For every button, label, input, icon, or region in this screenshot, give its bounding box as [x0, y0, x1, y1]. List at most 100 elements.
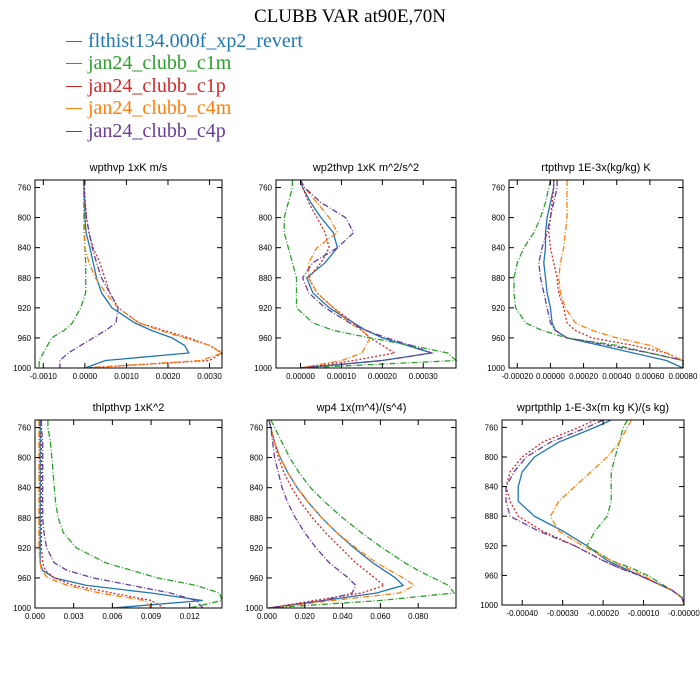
x-tick-label: 0.00080: [669, 372, 698, 381]
legend-swatch: [66, 85, 82, 87]
x-tick-label: -0.00020: [501, 372, 533, 381]
panel-title: thlpthvp 1xK^2: [93, 402, 165, 414]
chart-panel: thlpthvp 1xK^2 0.000 0.003 0.006 0.009 0.012 7…: [13, 402, 223, 621]
y-tick-label: 840: [250, 484, 264, 493]
x-tick-label: 0.012: [180, 612, 201, 621]
chart-panel: wpthvp 1xK m/s -0.0010 0.0000 0.0010 0.0020 0…: [13, 162, 224, 381]
y-tick-label: 800: [18, 454, 32, 463]
plot-frame: [501, 419, 685, 606]
y-tick-label: 760: [18, 424, 32, 433]
x-tick-label: -0.00020: [587, 609, 619, 618]
series-line: [299, 179, 432, 369]
series-line: [268, 419, 357, 609]
series-line: [283, 180, 458, 369]
legend-label: jan24_clubb_c1p: [88, 74, 226, 97]
x-tick-label: 0.0010: [114, 372, 139, 381]
y-tick-label: 880: [250, 514, 264, 523]
y-tick-label: 920: [259, 304, 273, 313]
x-tick-label: -0.0010: [30, 372, 58, 381]
y-tick-label: 1000: [487, 364, 505, 373]
legend: flthist134.000f_xp2_revert jan24_clubb_c…: [66, 30, 303, 143]
y-tick-label: 920: [492, 304, 506, 313]
y-tick-label: 920: [18, 544, 32, 553]
series-line: [47, 420, 223, 609]
y-tick-label: 800: [250, 454, 264, 463]
y-tick-label: 880: [259, 274, 273, 283]
y-tick-label: 1000: [254, 364, 272, 373]
legend-label: jan24_clubb_c4m: [88, 97, 232, 120]
series-line: [548, 180, 684, 368]
series-line: [505, 419, 685, 606]
y-tick-label: 760: [259, 184, 273, 193]
series-line: [82, 180, 224, 369]
series-line: [268, 419, 416, 609]
x-tick-label: 0.00000: [536, 372, 565, 381]
plot-frame: [275, 179, 457, 369]
x-tick-label: 0.00030: [409, 372, 438, 381]
y-tick-label: 920: [250, 544, 264, 553]
series-line: [538, 180, 684, 368]
chart-panel: wp2thvp 1xK m^2/s^2 0.00000 0.00010 0.00020…: [254, 162, 458, 381]
main-title: CLUBB VAR at90E,70N: [254, 6, 446, 27]
series-line: [83, 179, 224, 369]
legend-swatch: [66, 63, 82, 65]
y-tick-label: 880: [18, 274, 32, 283]
series-line: [543, 180, 684, 369]
chart-panel: wp4 1x(m^4)/(s^4) 0.000 0.020 0.040 0.060 0.0…: [245, 402, 457, 621]
y-tick-label: 880: [485, 512, 499, 521]
legend-item: jan24_clubb_c4m: [66, 97, 303, 121]
x-tick-label: 0.00010: [327, 372, 356, 381]
series-line: [39, 420, 203, 609]
x-tick-label: 0.00040: [602, 372, 631, 381]
series-line: [40, 420, 165, 609]
x-tick-label: 0.003: [64, 612, 85, 621]
y-tick-label: 880: [18, 514, 32, 523]
legend-swatch: [66, 130, 82, 132]
y-tick-label: 960: [18, 574, 32, 583]
y-tick-label: 1000: [13, 364, 31, 373]
series-line: [268, 419, 456, 609]
y-tick-label: 760: [485, 423, 499, 432]
y-tick-label: 920: [18, 304, 32, 313]
series-line: [513, 179, 684, 368]
legend-swatch: [66, 108, 82, 110]
y-tick-label: 960: [485, 571, 499, 580]
y-tick-label: 960: [492, 334, 506, 343]
x-tick-label: 0.00020: [569, 372, 598, 381]
x-tick-label: -0.00030: [547, 609, 579, 618]
y-tick-label: 800: [485, 453, 499, 462]
plot-frame: [266, 419, 457, 609]
y-tick-label: 760: [250, 424, 264, 433]
series-line: [83, 180, 190, 369]
y-tick-label: 840: [18, 484, 32, 493]
x-tick-label: -0.00040: [506, 609, 538, 618]
series-line: [558, 180, 684, 368]
panel-title: rtpthvp 1E-3x(kg/kg) K: [541, 162, 651, 174]
x-tick-label: 0.080: [408, 612, 429, 621]
series-line: [505, 419, 685, 606]
y-tick-label: 840: [485, 483, 499, 492]
y-tick-label: 800: [18, 214, 32, 223]
y-tick-label: 880: [492, 274, 506, 283]
series-line: [549, 419, 685, 606]
y-tick-label: 1000: [245, 604, 263, 613]
series-line: [517, 419, 685, 606]
x-tick-label: 0.00060: [635, 372, 664, 381]
legend-item: jan24_clubb_c1m: [66, 52, 303, 76]
chart-panel: rtpthvp 1E-3x(kg/kg) K -0.00020 0.00000 0.0…: [487, 162, 698, 381]
x-tick-label: 0.020: [295, 612, 316, 621]
y-tick-label: 840: [492, 244, 506, 253]
y-tick-label: 960: [250, 574, 264, 583]
plot-frame: [508, 179, 684, 369]
series-line: [38, 420, 152, 609]
panel-title: wp4 1x(m^4)/(s^4): [316, 402, 407, 414]
x-tick-label: 0.009: [141, 612, 162, 621]
x-tick-label: 0.040: [333, 612, 354, 621]
series-line: [59, 180, 119, 368]
x-tick-label: 0.060: [370, 612, 391, 621]
plot-frame: [34, 419, 223, 609]
legend-label: jan24_clubb_c1m: [88, 52, 232, 75]
legend-item: flthist134.000f_xp2_revert: [66, 30, 303, 53]
y-tick-label: 760: [492, 184, 506, 193]
x-tick-label: 0.0030: [197, 372, 222, 381]
